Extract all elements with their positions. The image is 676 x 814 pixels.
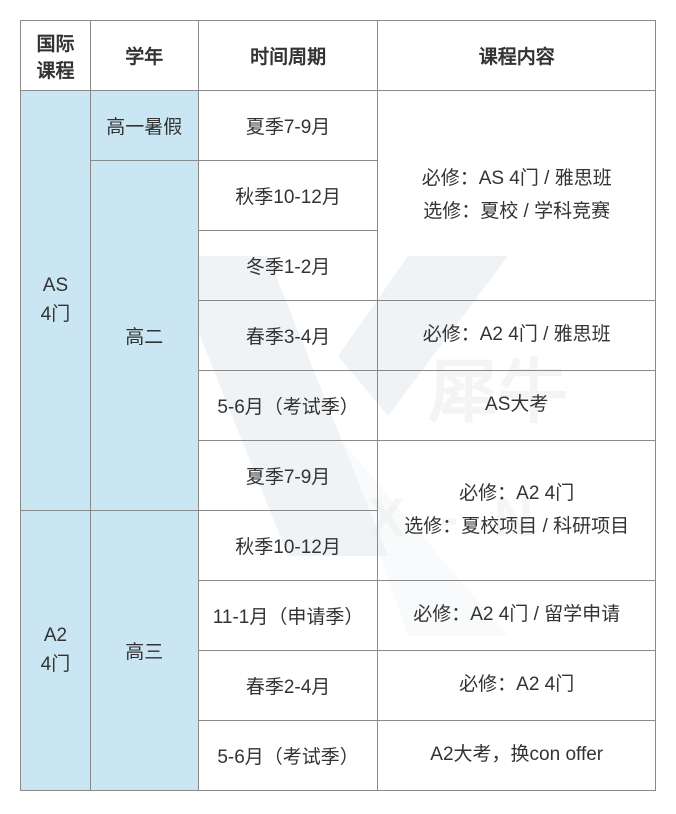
level-a2: A2 4门	[21, 511, 91, 791]
period-cell: 夏季7-9月	[198, 441, 378, 511]
curriculum-table: 国际 课程 学年 时间周期 课程内容 AS 4门 高一暑假 夏季7-9月 必修：…	[20, 20, 656, 791]
content-cell: A2大考，换con offer	[378, 721, 656, 791]
period-cell: 秋季10-12月	[198, 511, 378, 581]
period-cell: 5-6月（考试季）	[198, 721, 378, 791]
content-line: 必修：AS 4门 / 雅思班	[388, 163, 645, 195]
content-line: 选修：夏校项目 / 科研项目	[388, 511, 645, 543]
header-content: 课程内容	[378, 21, 656, 91]
table-header-row: 国际 课程 学年 时间周期 课程内容	[21, 21, 656, 91]
period-cell: 夏季7-9月	[198, 91, 378, 161]
content-cell: 必修：A2 4门 / 留学申请	[378, 581, 656, 651]
period-cell: 5-6月（考试季）	[198, 371, 378, 441]
content-line: 必修：A2 4门	[388, 478, 645, 510]
content-cell: 必修：A2 4门 / 雅思班	[378, 301, 656, 371]
period-cell: 春季3-4月	[198, 301, 378, 371]
year-g3: 高三	[90, 511, 198, 791]
content-cell: 必修：A2 4门 选修：夏校项目 / 科研项目	[378, 441, 656, 581]
period-cell: 春季2-4月	[198, 651, 378, 721]
year-g1summer: 高一暑假	[90, 91, 198, 161]
period-cell: 冬季1-2月	[198, 231, 378, 301]
year-g2: 高二	[90, 161, 198, 511]
content-cell: 必修：A2 4门	[378, 651, 656, 721]
content-line: 选修：夏校 / 学科竞赛	[388, 196, 645, 228]
period-cell: 秋季10-12月	[198, 161, 378, 231]
content-cell: AS大考	[378, 371, 656, 441]
header-year: 学年	[90, 21, 198, 91]
period-cell: 11-1月（申请季）	[198, 581, 378, 651]
level-as: AS 4门	[21, 91, 91, 511]
header-course: 国际 课程	[21, 21, 91, 91]
table-row: AS 4门 高一暑假 夏季7-9月 必修：AS 4门 / 雅思班 选修：夏校 /…	[21, 91, 656, 161]
header-period: 时间周期	[198, 21, 378, 91]
content-cell: 必修：AS 4门 / 雅思班 选修：夏校 / 学科竞赛	[378, 91, 656, 301]
